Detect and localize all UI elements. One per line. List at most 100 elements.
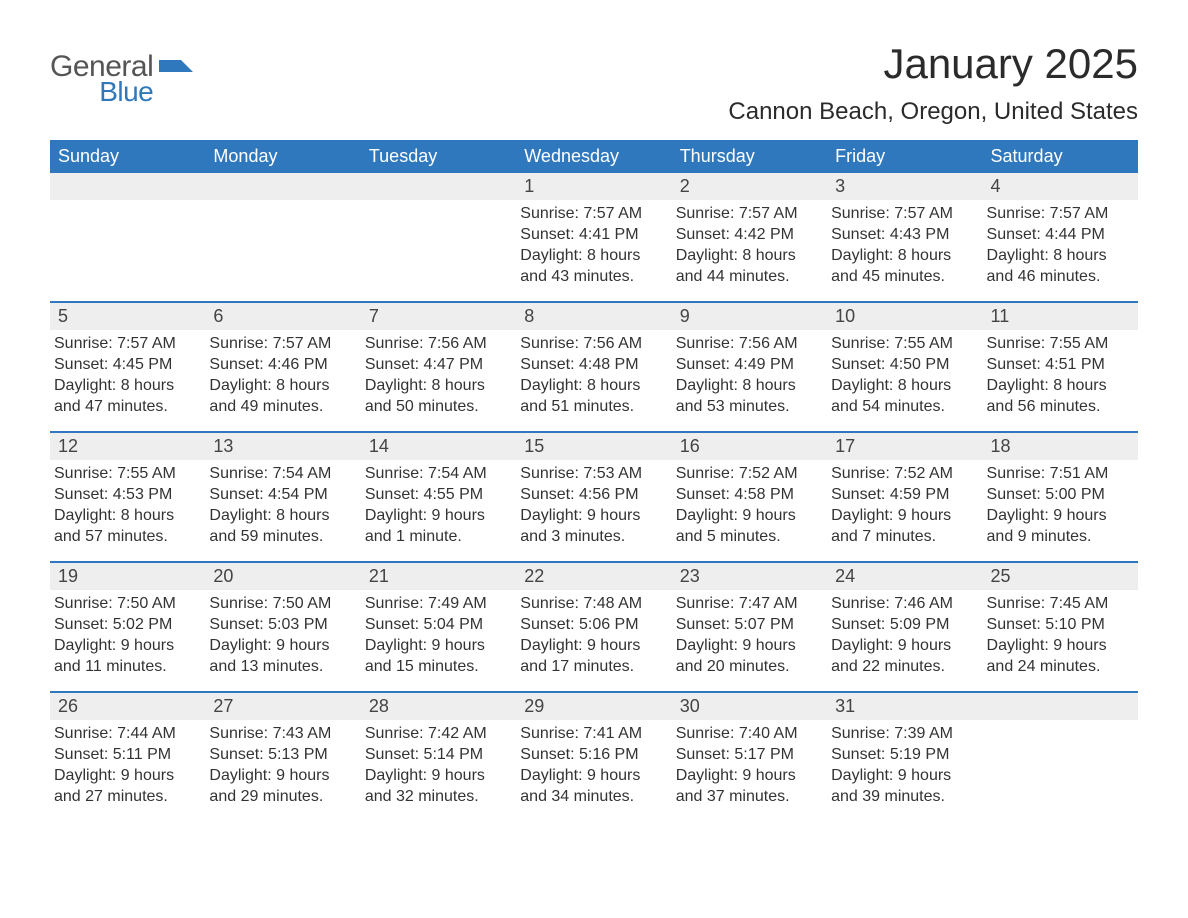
sunrise-text: Sunrise: 7:57 AM <box>987 204 1132 225</box>
day-cell: 4Sunrise: 7:57 AMSunset: 4:44 PMDaylight… <box>983 173 1138 301</box>
day-cell <box>50 173 205 301</box>
day-cell <box>205 173 360 301</box>
daylight-text: Daylight: 8 hours and 54 minutes. <box>831 376 976 418</box>
day-number <box>983 693 1138 720</box>
day-number: 2 <box>672 173 827 200</box>
day-cell: 6Sunrise: 7:57 AMSunset: 4:46 PMDaylight… <box>205 303 360 431</box>
day-number: 7 <box>361 303 516 330</box>
flag-icon <box>159 52 193 83</box>
daylight-text: Daylight: 8 hours and 46 minutes. <box>987 246 1132 288</box>
day-number: 14 <box>361 433 516 460</box>
sunset-text: Sunset: 4:43 PM <box>831 225 976 246</box>
daylight-text: Daylight: 8 hours and 50 minutes. <box>365 376 510 418</box>
day-number: 15 <box>516 433 671 460</box>
day-number: 24 <box>827 563 982 590</box>
day-cell: 12Sunrise: 7:55 AMSunset: 4:53 PMDayligh… <box>50 433 205 561</box>
daylight-text: Daylight: 9 hours and 24 minutes. <box>987 636 1132 678</box>
sunset-text: Sunset: 4:55 PM <box>365 485 510 506</box>
day-cell: 13Sunrise: 7:54 AMSunset: 4:54 PMDayligh… <box>205 433 360 561</box>
day-body: Sunrise: 7:49 AMSunset: 5:04 PMDaylight:… <box>361 590 516 681</box>
daylight-text: Daylight: 8 hours and 51 minutes. <box>520 376 665 418</box>
day-body: Sunrise: 7:50 AMSunset: 5:03 PMDaylight:… <box>205 590 360 681</box>
sunrise-text: Sunrise: 7:42 AM <box>365 724 510 745</box>
day-number: 5 <box>50 303 205 330</box>
sunset-text: Sunset: 5:07 PM <box>676 615 821 636</box>
daylight-text: Daylight: 9 hours and 32 minutes. <box>365 766 510 808</box>
day-number: 20 <box>205 563 360 590</box>
day-number: 21 <box>361 563 516 590</box>
daylight-text: Daylight: 8 hours and 53 minutes. <box>676 376 821 418</box>
sunrise-text: Sunrise: 7:53 AM <box>520 464 665 485</box>
sunset-text: Sunset: 4:42 PM <box>676 225 821 246</box>
day-cell: 22Sunrise: 7:48 AMSunset: 5:06 PMDayligh… <box>516 563 671 691</box>
day-cell: 28Sunrise: 7:42 AMSunset: 5:14 PMDayligh… <box>361 693 516 821</box>
sunset-text: Sunset: 4:41 PM <box>520 225 665 246</box>
day-body: Sunrise: 7:45 AMSunset: 5:10 PMDaylight:… <box>983 590 1138 681</box>
day-cell: 17Sunrise: 7:52 AMSunset: 4:59 PMDayligh… <box>827 433 982 561</box>
daylight-text: Daylight: 8 hours and 47 minutes. <box>54 376 199 418</box>
day-cell: 18Sunrise: 7:51 AMSunset: 5:00 PMDayligh… <box>983 433 1138 561</box>
sunset-text: Sunset: 4:50 PM <box>831 355 976 376</box>
day-cell: 19Sunrise: 7:50 AMSunset: 5:02 PMDayligh… <box>50 563 205 691</box>
sunset-text: Sunset: 5:04 PM <box>365 615 510 636</box>
calendar: SundayMondayTuesdayWednesdayThursdayFrid… <box>50 140 1138 821</box>
day-number: 10 <box>827 303 982 330</box>
daylight-text: Daylight: 8 hours and 56 minutes. <box>987 376 1132 418</box>
day-cell: 25Sunrise: 7:45 AMSunset: 5:10 PMDayligh… <box>983 563 1138 691</box>
sunrise-text: Sunrise: 7:55 AM <box>54 464 199 485</box>
day-number <box>205 173 360 200</box>
sunrise-text: Sunrise: 7:41 AM <box>520 724 665 745</box>
day-number: 23 <box>672 563 827 590</box>
week-row: 12Sunrise: 7:55 AMSunset: 4:53 PMDayligh… <box>50 431 1138 561</box>
daylight-text: Daylight: 9 hours and 3 minutes. <box>520 506 665 548</box>
day-body: Sunrise: 7:52 AMSunset: 4:59 PMDaylight:… <box>827 460 982 551</box>
sunrise-text: Sunrise: 7:47 AM <box>676 594 821 615</box>
sunset-text: Sunset: 4:47 PM <box>365 355 510 376</box>
sunset-text: Sunset: 5:14 PM <box>365 745 510 766</box>
day-number: 17 <box>827 433 982 460</box>
day-body: Sunrise: 7:57 AMSunset: 4:46 PMDaylight:… <box>205 330 360 421</box>
day-body: Sunrise: 7:52 AMSunset: 4:58 PMDaylight:… <box>672 460 827 551</box>
day-number: 25 <box>983 563 1138 590</box>
daylight-text: Daylight: 9 hours and 15 minutes. <box>365 636 510 678</box>
sunset-text: Sunset: 4:56 PM <box>520 485 665 506</box>
daylight-text: Daylight: 9 hours and 17 minutes. <box>520 636 665 678</box>
logo: General Blue <box>50 40 193 106</box>
sunrise-text: Sunrise: 7:55 AM <box>987 334 1132 355</box>
day-body: Sunrise: 7:54 AMSunset: 4:54 PMDaylight:… <box>205 460 360 551</box>
day-number <box>50 173 205 200</box>
day-cell: 16Sunrise: 7:52 AMSunset: 4:58 PMDayligh… <box>672 433 827 561</box>
sunrise-text: Sunrise: 7:50 AM <box>54 594 199 615</box>
daylight-text: Daylight: 9 hours and 34 minutes. <box>520 766 665 808</box>
day-number: 8 <box>516 303 671 330</box>
day-number: 19 <box>50 563 205 590</box>
daylight-text: Daylight: 9 hours and 5 minutes. <box>676 506 821 548</box>
sunset-text: Sunset: 5:06 PM <box>520 615 665 636</box>
day-cell: 23Sunrise: 7:47 AMSunset: 5:07 PMDayligh… <box>672 563 827 691</box>
day-body: Sunrise: 7:56 AMSunset: 4:47 PMDaylight:… <box>361 330 516 421</box>
daylight-text: Daylight: 8 hours and 44 minutes. <box>676 246 821 288</box>
sunrise-text: Sunrise: 7:56 AM <box>520 334 665 355</box>
day-cell: 10 Sunrise: 7:55 AMSunset: 4:50 PMDayligh… <box>827 303 982 431</box>
daylight-text: Daylight: 9 hours and 29 minutes. <box>209 766 354 808</box>
day-number: 26 <box>50 693 205 720</box>
day-body: Sunrise: 7:50 AMSunset: 5:02 PMDaylight:… <box>50 590 205 681</box>
day-body: Sunrise: 7:54 AMSunset: 4:55 PMDaylight:… <box>361 460 516 551</box>
day-body: Sunrise: 7:41 AMSunset: 5:16 PMDaylight:… <box>516 720 671 811</box>
sunrise-text: Sunrise: 7:56 AM <box>676 334 821 355</box>
sunrise-text: Sunrise: 7:46 AM <box>831 594 976 615</box>
sunrise-text: Sunrise: 7:55 AM <box>831 334 976 355</box>
day-number: 12 <box>50 433 205 460</box>
day-number: 16 <box>672 433 827 460</box>
weekday-label: Wednesday <box>516 140 671 173</box>
weekday-header: SundayMondayTuesdayWednesdayThursdayFrid… <box>50 140 1138 173</box>
day-body: Sunrise: 7:46 AMSunset: 5:09 PMDaylight:… <box>827 590 982 681</box>
logo-line2: Blue <box>50 78 153 106</box>
sunset-text: Sunset: 4:49 PM <box>676 355 821 376</box>
day-body: Sunrise: 7:39 AMSunset: 5:19 PMDaylight:… <box>827 720 982 811</box>
day-number: 27 <box>205 693 360 720</box>
day-cell: 30Sunrise: 7:40 AMSunset: 5:17 PMDayligh… <box>672 693 827 821</box>
day-number <box>361 173 516 200</box>
daylight-text: Daylight: 9 hours and 11 minutes. <box>54 636 199 678</box>
day-cell: 5Sunrise: 7:57 AMSunset: 4:45 PMDaylight… <box>50 303 205 431</box>
